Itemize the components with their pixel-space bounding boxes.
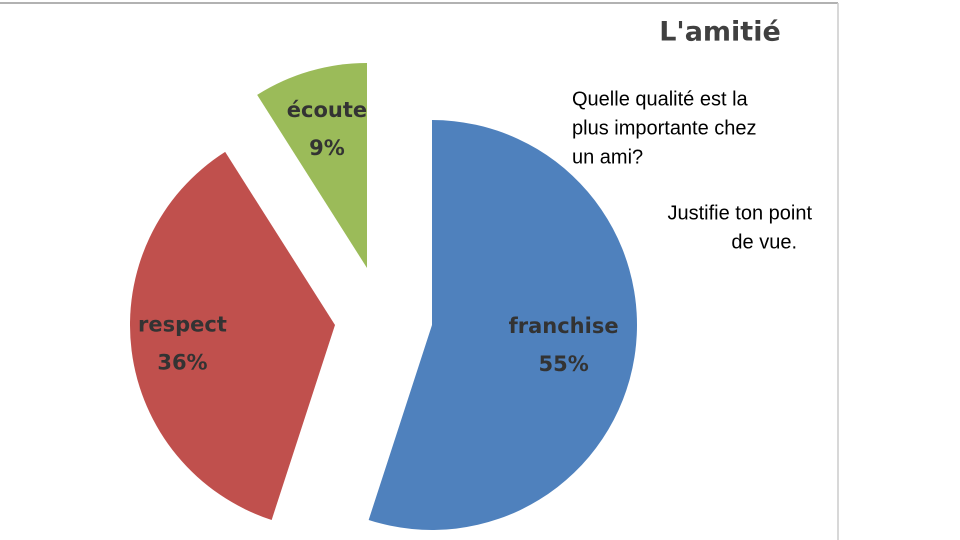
slice-value-label: 9% [309,136,345,160]
pie-slice [130,151,335,520]
slice-value-label: 55% [538,352,588,376]
question-line: Quelle qualité est la [572,88,749,110]
slice-label: respect [138,312,227,336]
pie-slice [257,63,367,268]
slice-label: écoute [287,98,367,122]
instruction-line: Justifie ton point [667,202,812,224]
instruction-line: de vue. [731,231,797,253]
slice-label: franchise [509,314,619,338]
question-line: un ami? [572,146,643,168]
chart-title: L'amitié [659,17,781,48]
pie-slice [368,120,637,530]
slice-value-label: 36% [157,350,207,374]
question-line: plus importante chez [572,117,757,139]
